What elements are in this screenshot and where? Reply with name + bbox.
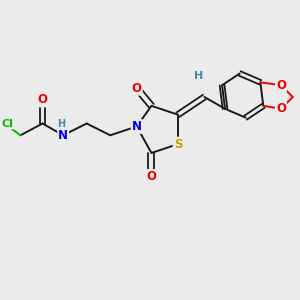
Text: O: O [132, 82, 142, 95]
Text: Cl: Cl [1, 118, 13, 128]
Text: O: O [146, 170, 156, 183]
Text: O: O [276, 79, 286, 92]
Text: H: H [194, 71, 203, 81]
Text: N: N [58, 129, 68, 142]
Text: H: H [58, 119, 66, 129]
Text: S: S [174, 138, 182, 151]
Text: O: O [38, 94, 47, 106]
Text: N: N [132, 120, 142, 133]
Text: O: O [276, 102, 286, 115]
